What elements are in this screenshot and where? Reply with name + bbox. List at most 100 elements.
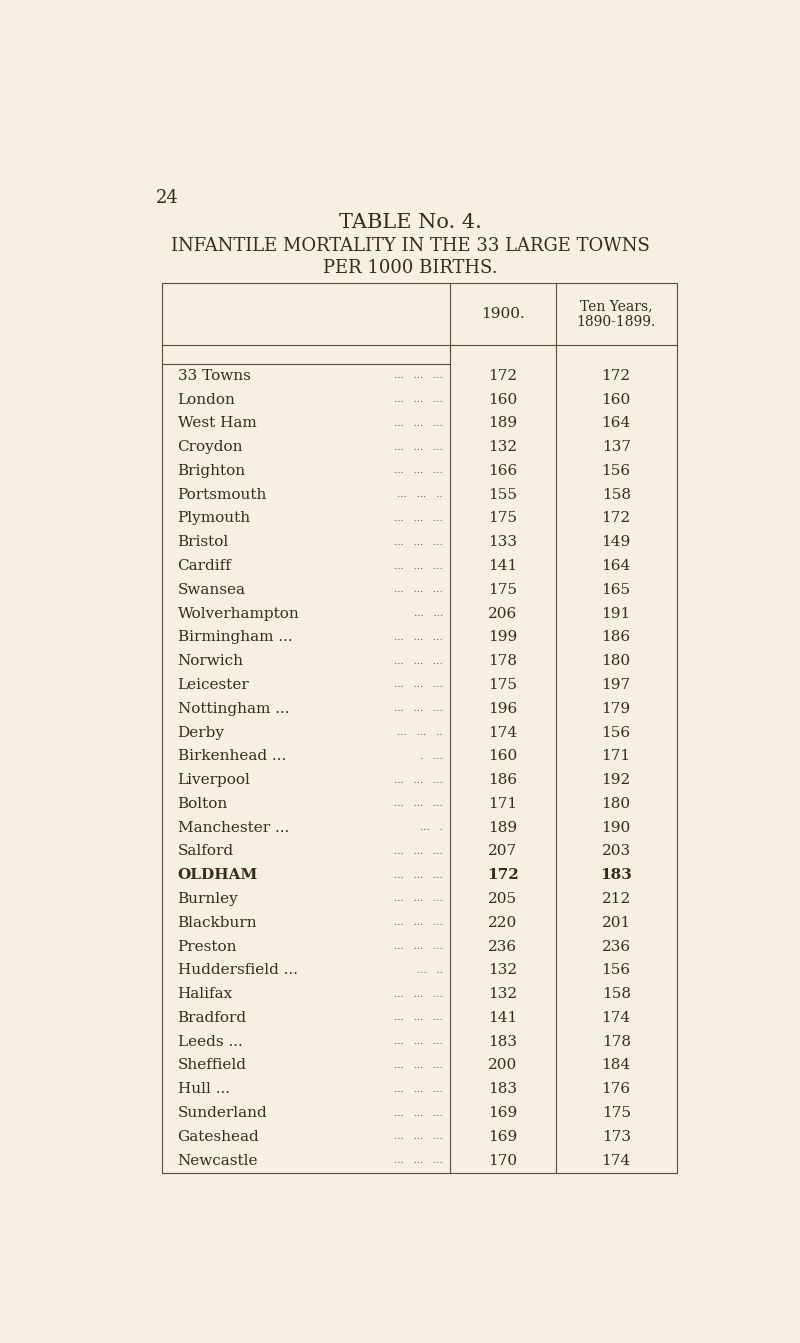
Text: ...   ...: ... ... [414,610,443,618]
Text: Portsmouth: Portsmouth [178,488,267,502]
Text: 160: 160 [488,392,518,407]
Text: 158: 158 [602,987,630,1001]
Text: 205: 205 [489,892,518,907]
Text: Croydon: Croydon [178,441,243,454]
Text: 156: 156 [602,463,630,478]
Text: 33 Towns: 33 Towns [178,369,250,383]
Text: 212: 212 [602,892,630,907]
Text: ...   ...   ...: ... ... ... [394,894,443,904]
Text: 178: 178 [602,1034,630,1049]
Text: ...   ...   ...: ... ... ... [394,870,443,880]
Text: 158: 158 [602,488,630,502]
Text: Sheffield: Sheffield [178,1058,246,1073]
Text: 172: 172 [602,369,630,383]
Text: 186: 186 [602,630,630,645]
Text: 160: 160 [602,392,630,407]
Text: Brighton: Brighton [178,463,246,478]
Text: Bolton: Bolton [178,796,228,811]
Text: 200: 200 [488,1058,518,1073]
Text: 175: 175 [489,583,518,596]
Text: 206: 206 [488,607,518,620]
Text: ...   ...   ...: ... ... ... [394,799,443,808]
Text: 203: 203 [602,845,630,858]
Text: Salford: Salford [178,845,234,858]
Text: 183: 183 [489,1082,518,1096]
Text: ...   ...   ...: ... ... ... [394,586,443,595]
Text: ...   ...   ..: ... ... .. [398,490,443,500]
Text: 178: 178 [489,654,518,669]
Text: Burnley: Burnley [178,892,238,907]
Text: Ten Years,
1890-1899.: Ten Years, 1890-1899. [577,299,656,329]
Text: 180: 180 [602,796,630,811]
Text: Hull ...: Hull ... [178,1082,230,1096]
Text: Birkenhead ...: Birkenhead ... [178,749,286,763]
Text: ...   ...   ...: ... ... ... [394,443,443,451]
Text: Sunderland: Sunderland [178,1107,267,1120]
Text: Bradford: Bradford [178,1011,246,1025]
Text: ...   ...   ...: ... ... ... [394,704,443,713]
Text: Nottingham ...: Nottingham ... [178,702,289,716]
Text: 199: 199 [488,630,518,645]
Text: 236: 236 [489,940,518,954]
Text: Manchester ...: Manchester ... [178,821,289,834]
Text: ...   ...   ...: ... ... ... [394,419,443,428]
Text: Halifax: Halifax [178,987,233,1001]
Text: ...   ...   ...: ... ... ... [394,395,443,404]
Text: 171: 171 [489,796,518,811]
Text: Leicester: Leicester [178,678,250,692]
Text: 189: 189 [489,416,518,430]
Text: ...   ...   ...: ... ... ... [394,1108,443,1117]
Text: ...   ...   ...: ... ... ... [394,371,443,380]
Text: Bristol: Bristol [178,536,229,549]
Text: ...   ...   ...: ... ... ... [394,466,443,475]
Text: ...   ...   ...: ... ... ... [394,1132,443,1142]
Text: 183: 183 [489,1034,518,1049]
Text: Plymouth: Plymouth [178,512,250,525]
Text: ...   ...   ...: ... ... ... [394,1037,443,1046]
Text: 189: 189 [489,821,518,834]
Text: Huddersfield ...: Huddersfield ... [178,963,298,978]
Text: Swansea: Swansea [178,583,246,596]
Text: 207: 207 [489,845,518,858]
Text: .   ...: . ... [420,752,443,760]
Text: 196: 196 [488,702,518,716]
Text: 176: 176 [602,1082,630,1096]
Text: ...   ...   ...: ... ... ... [394,1061,443,1070]
Text: 173: 173 [602,1129,630,1144]
Text: ...   ..: ... .. [417,966,443,975]
Text: ...   .: ... . [420,823,443,833]
Text: 175: 175 [602,1107,630,1120]
Text: 164: 164 [602,416,630,430]
Text: ...   ...   ...: ... ... ... [394,657,443,666]
Text: 175: 175 [489,512,518,525]
Text: 133: 133 [489,536,518,549]
Text: 132: 132 [489,987,518,1001]
Text: 184: 184 [602,1058,630,1073]
Text: 220: 220 [488,916,518,929]
Text: ...   ...   ...: ... ... ... [394,941,443,951]
Text: 165: 165 [602,583,630,596]
Text: 155: 155 [489,488,518,502]
Text: 172: 172 [489,369,518,383]
Text: ...   ...   ...: ... ... ... [394,990,443,999]
Text: 201: 201 [602,916,630,929]
Text: 169: 169 [488,1129,518,1144]
Text: 141: 141 [488,559,518,573]
Text: ...   ...   ...: ... ... ... [394,1014,443,1022]
Text: 166: 166 [488,463,518,478]
Text: 172: 172 [602,512,630,525]
Text: 174: 174 [602,1154,630,1167]
Text: 132: 132 [489,441,518,454]
Text: Derby: Derby [178,725,225,740]
Text: Newcastle: Newcastle [178,1154,258,1167]
Text: 175: 175 [489,678,518,692]
Text: ...   ...   ..: ... ... .. [398,728,443,737]
Text: 191: 191 [602,607,630,620]
Text: 170: 170 [489,1154,518,1167]
Text: London: London [178,392,235,407]
Text: ...   ...   ...: ... ... ... [394,775,443,784]
Text: 149: 149 [602,536,630,549]
Text: 132: 132 [489,963,518,978]
Text: ...   ...   ...: ... ... ... [394,1085,443,1093]
Text: 141: 141 [488,1011,518,1025]
